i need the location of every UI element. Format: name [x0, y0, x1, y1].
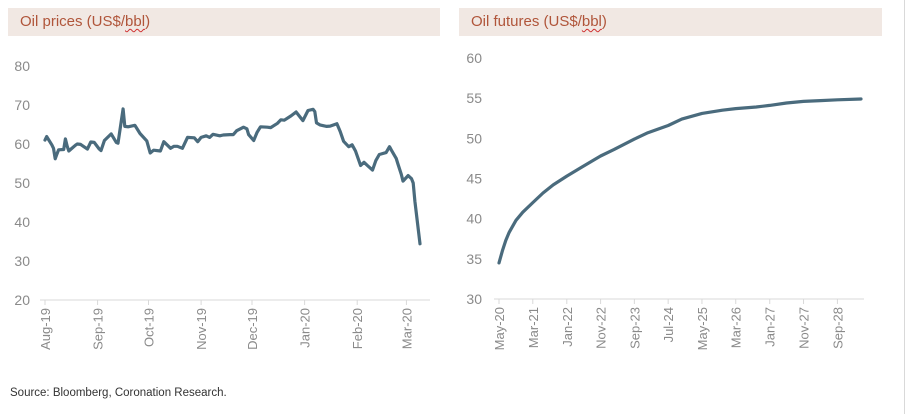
oil-futures-x-tick-label: Mar-21	[526, 307, 541, 348]
oil-futures-y-tick-label: 55	[466, 90, 482, 106]
oil-futures-x-tick-label: May-25	[695, 307, 710, 350]
oil-futures-y-tick-label: 45	[466, 171, 482, 187]
oil-prices-y-tick-label: 50	[14, 175, 30, 191]
oil-futures-y-tick-label: 60	[466, 50, 482, 66]
left-title-unit: bbl	[125, 13, 146, 30]
left-chart-header: Oil prices (US$/bbl)	[8, 8, 440, 36]
oil-futures-y-tick-label: 50	[466, 130, 482, 146]
oil-prices-x-tick-label: Mar-20	[399, 308, 414, 349]
oil-prices-x-tick-label: Dec-19	[245, 308, 260, 350]
oil-prices-y-tick-label: 80	[14, 58, 30, 74]
oil-prices-x-tick-label: Oct-19	[142, 308, 157, 347]
oil-futures-x-tick-label: Jul-24	[661, 307, 676, 342]
oil-futures-x-tick-label: Jan-22	[560, 307, 575, 347]
oil-prices-y-tick-label: 60	[14, 136, 30, 152]
oil-futures-x-tick-label: Jan-27	[763, 307, 778, 347]
oil-futures-x-tick-label: Nov-27	[797, 307, 812, 349]
oil-futures-chart: 30 35 40 45 50 55 60 May-20 Mar-21 Jan-22 Nov-22 Se…	[466, 50, 864, 350]
right-title-prefix: Oil futures (US$/	[471, 13, 582, 30]
oil-futures-x-tick-label: Mar-26	[729, 307, 744, 348]
source-note: Source: Bloomberg, Coronation Research.	[10, 387, 227, 399]
oil-futures-x-tick-label: Sep-28	[830, 307, 845, 349]
right-border-line	[904, 0, 905, 414]
left-title-suffix: )	[145, 13, 151, 30]
left-title-prefix: Oil prices (US$/	[20, 13, 126, 30]
right-title-unit: bbl	[581, 13, 602, 30]
oil-futures-series-line	[497, 97, 863, 265]
oil-futures-y-tick-label: 40	[466, 211, 482, 227]
oil-prices-series-line	[43, 107, 422, 246]
oil-futures-x-tick-label: Nov-22	[594, 307, 609, 349]
oil-prices-x-tick-label: Sep-19	[91, 308, 106, 350]
right-title-suffix: )	[601, 13, 607, 30]
oil-prices-y-tick-label: 20	[14, 292, 30, 308]
right-chart-title: Oil futures (US$/bbl)	[471, 13, 607, 30]
oil-prices-y-tick-label: 30	[14, 253, 30, 269]
oil-prices-y-tick-label: 70	[14, 97, 30, 113]
oil-prices-x-tick-label: Feb-20	[350, 308, 365, 349]
oil-prices-chart: 20 30 40 50 60 70 80 Aug-19 Sep-19 Oct-19 Nov-19 De…	[14, 58, 430, 350]
oil-prices-x-tick-label: Nov-19	[194, 308, 209, 350]
right-chart-header: Oil futures (US$/bbl)	[459, 8, 882, 36]
oil-futures-y-tick-label: 35	[466, 251, 482, 267]
left-chart-title: Oil prices (US$/bbl)	[20, 13, 150, 30]
oil-prices-x-tick-label: Aug-19	[38, 308, 53, 350]
oil-futures-x-tick-label: May-20	[492, 307, 507, 350]
oil-futures-x-tick-label: Sep-23	[627, 307, 642, 349]
oil-prices-x-tick-label: Jan-20	[298, 308, 313, 348]
oil-prices-y-tick-label: 40	[14, 214, 30, 230]
oil-futures-y-tick-label: 30	[466, 291, 482, 307]
